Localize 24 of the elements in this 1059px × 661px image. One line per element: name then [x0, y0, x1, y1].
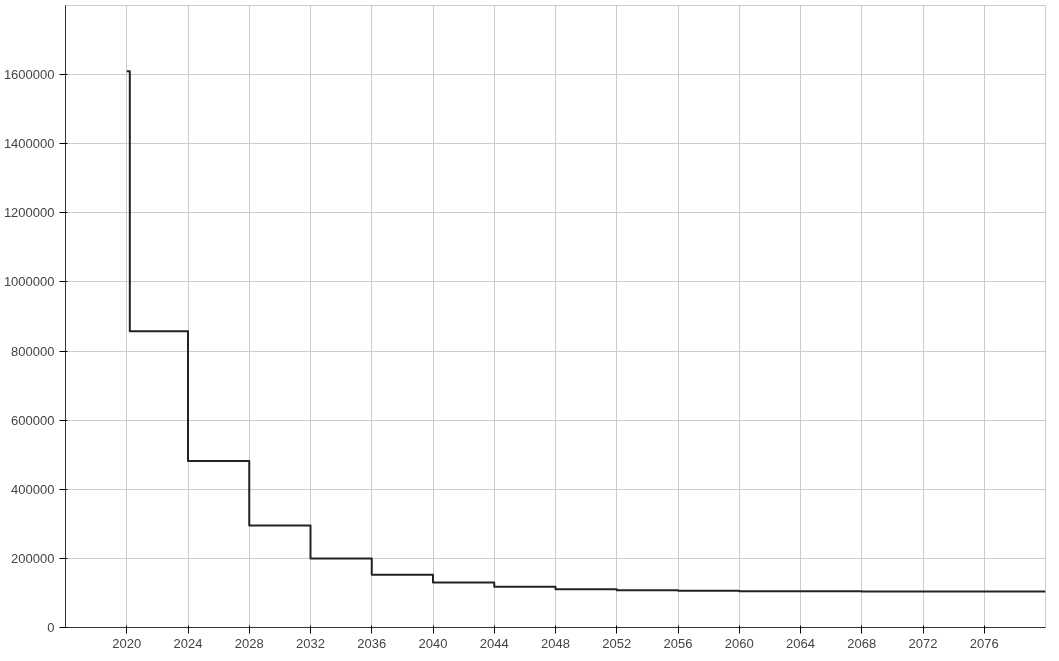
y-tick-label: 1400000	[3, 136, 55, 152]
x-tick-label: 2068	[847, 635, 877, 651]
x-tick-label: 2028	[234, 635, 264, 651]
x-tick-label: 2060	[724, 635, 754, 651]
y-tick-label: 1600000	[3, 67, 55, 83]
x-tick-label: 2052	[602, 635, 632, 651]
x-tick-label: 2056	[663, 635, 693, 651]
x-tick-label: 2020	[112, 635, 142, 651]
y-tick-label: 800000	[11, 343, 55, 359]
x-tick-label: 2024	[173, 635, 203, 651]
x-tick-label: 2044	[479, 635, 509, 651]
x-tick-label: 2076	[969, 635, 999, 651]
y-tick-label: 1000000	[3, 274, 55, 290]
x-tick-label: 2072	[908, 635, 938, 651]
x-tick-label: 2048	[541, 635, 570, 651]
y-tick-label: 200000	[11, 550, 55, 566]
y-tick-label: 600000	[11, 412, 55, 428]
x-tick-label: 2036	[357, 635, 387, 651]
x-tick-label: 2064	[786, 635, 815, 651]
x-tick-label: 2032	[296, 635, 325, 651]
y-tick-label: 0	[47, 620, 55, 635]
y-tick-label: 400000	[11, 481, 55, 497]
y-tick-label: 1200000	[3, 205, 55, 221]
x-tick-label: 2040	[418, 635, 448, 651]
